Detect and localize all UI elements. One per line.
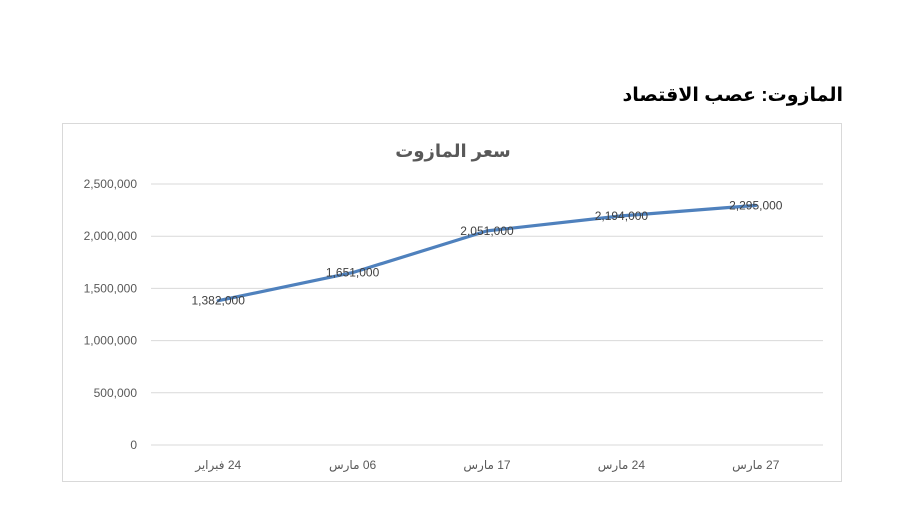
data-label: 2,051,000 — [460, 224, 514, 238]
series-line — [216, 203, 758, 303]
x-tick-label: 24 فبراير — [194, 458, 241, 473]
y-axis-tick-labels: 0 500,000 1,000,000 1,500,000 2,000,000 2,500… — [84, 177, 138, 452]
data-labels: 1,382,000 1,651,000 2,051,000 2,194,000 2,29… — [192, 198, 783, 307]
data-label: 1,382,000 — [192, 294, 246, 308]
x-tick-label: 06 مارس — [329, 458, 377, 473]
line-chart: سعر المازوت 0 500,000 1,000,000 1,500,000 2,… — [84, 141, 823, 473]
series-line-group — [216, 203, 758, 303]
data-label: 2,194,000 — [595, 209, 649, 223]
y-tick-label: 0 — [130, 438, 137, 452]
y-tick-label: 2,500,000 — [84, 177, 138, 191]
x-tick-label: 24 مارس — [598, 458, 646, 473]
x-tick-label: 17 مارس — [463, 458, 511, 473]
y-tick-label: 1,500,000 — [84, 281, 138, 295]
y-tick-label: 2,000,000 — [84, 229, 138, 243]
y-tick-label: 1,000,000 — [84, 334, 138, 348]
data-label: 1,651,000 — [326, 266, 380, 280]
data-label: 2,295,000 — [729, 198, 783, 212]
x-tick-label: 27 مارس — [732, 458, 780, 473]
x-axis-tick-labels: 24 فبراير 06 مارس 17 مارس 24 مارس 27 مارس — [194, 458, 780, 473]
y-tick-label: 500,000 — [94, 386, 138, 400]
gridlines — [151, 183, 823, 446]
page-heading: المازوت: عصب الاقتصاد — [622, 85, 843, 106]
chart-title: سعر المازوت — [395, 141, 510, 162]
chart-container: سعر المازوت 0 500,000 1,000,000 1,500,000 2,… — [62, 123, 842, 482]
